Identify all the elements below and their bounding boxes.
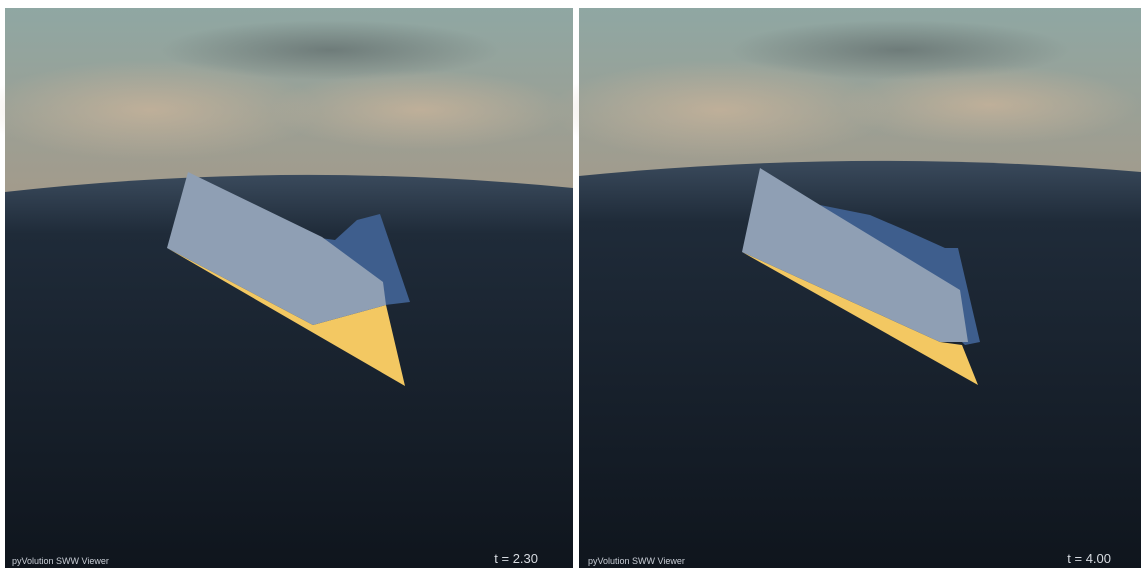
cloud — [840, 65, 1140, 145]
cloud — [550, 60, 890, 160]
cloud — [160, 20, 500, 80]
cloud — [270, 70, 570, 150]
surface-yellow — [742, 252, 978, 385]
viewer-panel: pyVolution SWW Viewer t = 4.00 — [550, 8, 1141, 568]
surface-gray — [167, 172, 386, 325]
ground — [5, 174, 573, 568]
caption: pyVolution SWW Viewer — [588, 556, 685, 566]
time-label: t = 4.00 — [1067, 551, 1111, 566]
surface-blue — [313, 214, 410, 305]
surface-yellow — [167, 248, 405, 386]
cloud — [730, 20, 1070, 80]
ground — [579, 160, 1141, 568]
surface-gray — [742, 168, 968, 342]
cloud — [0, 60, 320, 160]
viewer-panel: pyVolution SWW Viewer t = 2.30 — [0, 8, 573, 568]
caption: pyVolution SWW Viewer — [12, 556, 109, 566]
time-label: t = 2.30 — [494, 551, 538, 566]
